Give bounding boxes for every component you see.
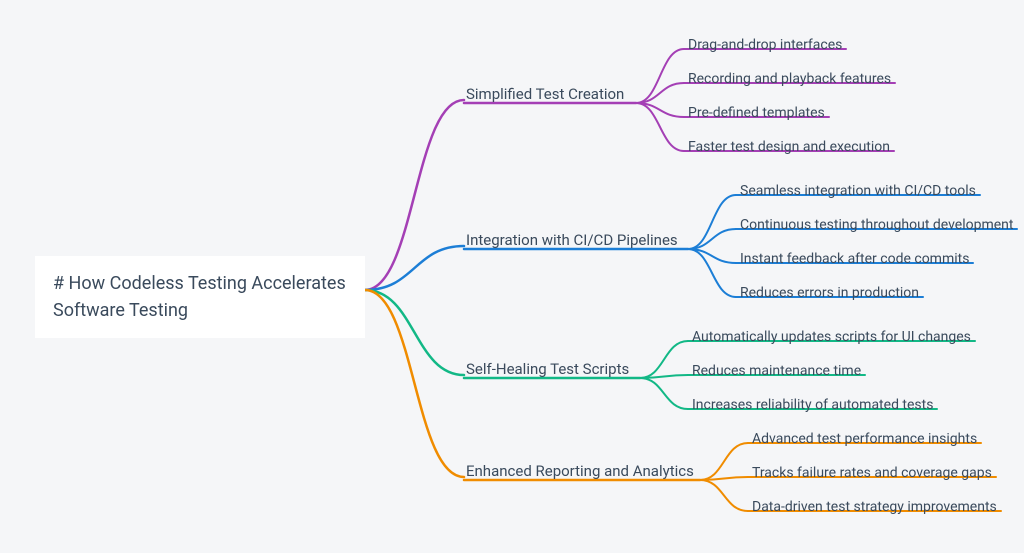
root-node: # How Codeless Testing Accelerates Softw… (35, 256, 365, 338)
leaf-label: Drag-and-drop interfaces (688, 37, 842, 53)
leaf-label: Faster test design and execution (688, 139, 890, 155)
leaf-label: Pre-defined templates (688, 105, 825, 121)
branch-label: Simplified Test Creation (466, 85, 624, 103)
leaf-label: Automatically updates scripts for UI cha… (692, 329, 971, 345)
branch-label: Enhanced Reporting and Analytics (466, 462, 694, 480)
leaf-label: Tracks failure rates and coverage gaps (752, 465, 992, 481)
leaf-label: Advanced test performance insights (752, 431, 977, 447)
leaf-label: Continuous testing throughout developmen… (740, 217, 1013, 233)
branch-label: Integration with CI/CD Pipelines (466, 231, 678, 249)
leaf-label: Reduces errors in production (740, 285, 919, 301)
leaf-label: Increases reliability of automated tests (692, 397, 933, 413)
leaf-label: Instant feedback after code commits (740, 251, 969, 267)
leaf-label: Data-driven test strategy improvements (752, 499, 997, 515)
leaf-label: Recording and playback features (688, 71, 891, 87)
branch-label: Self-Healing Test Scripts (466, 360, 629, 378)
leaf-label: Reduces maintenance time (692, 363, 861, 379)
leaf-label: Seamless integration with CI/CD tools (740, 183, 976, 199)
